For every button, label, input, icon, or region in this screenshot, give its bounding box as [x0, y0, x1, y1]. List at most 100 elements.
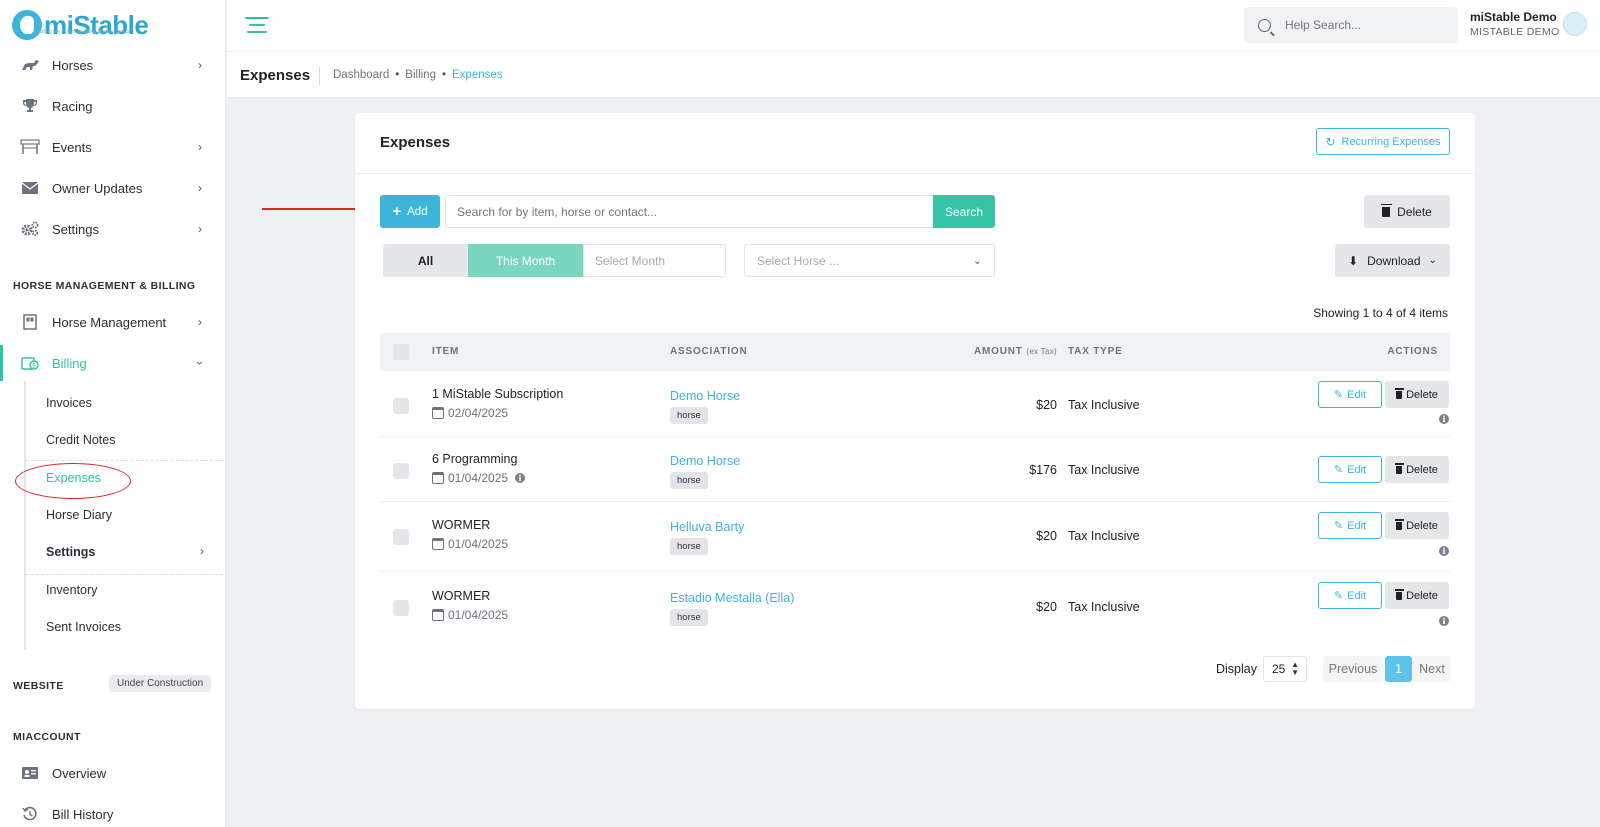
select-horse-dropdown[interactable]: Select Horse ... ⌄	[744, 244, 995, 277]
edit-button[interactable]: ✎ Edit	[1318, 456, 1382, 483]
info-icon[interactable]: i	[515, 473, 526, 483]
top-bar: miStable Demo MISTABLE DEMO	[227, 0, 1600, 52]
expenses-card: Expenses ↻ Recurring Expenses + Add Sear…	[355, 113, 1475, 709]
item-title: 1 MiStable Subscription	[432, 387, 564, 401]
previous-page-button[interactable]: Previous	[1323, 656, 1383, 682]
filter-this-month[interactable]: This Month	[468, 244, 583, 277]
sidebar: miStable Leading the Future, Building Be…	[0, 0, 226, 827]
sidebar-item-owner-updates[interactable]: Owner Updates ›	[0, 170, 225, 206]
download-button[interactable]: ⬇ Download ⌄	[1335, 244, 1450, 277]
date-value: 01/04/2025	[448, 608, 509, 622]
association-tag: horse	[670, 407, 708, 424]
sidebar-item-label: Settings	[52, 221, 99, 237]
amount-header-label: AMOUNT	[974, 346, 1023, 357]
tax-type-value: Tax Inclusive	[1068, 529, 1140, 543]
brand-logo[interactable]: miStable	[12, 10, 149, 40]
edit-label: Edit	[1347, 589, 1367, 602]
edit-icon: ✎	[1333, 520, 1344, 532]
select-month-input[interactable]: Select Month	[583, 244, 726, 277]
item-title: 6 Programming	[432, 452, 518, 466]
section-label-website: WEBSITE	[13, 680, 64, 692]
chevron-right-icon: ›	[200, 544, 204, 558]
breadcrumb-separator: •	[395, 69, 400, 81]
status-badge: Under Construction	[109, 675, 212, 692]
submenu-item-horse-diary[interactable]: Horse Diary	[46, 508, 112, 522]
sidebar-item-overview[interactable]: Overview	[0, 755, 225, 791]
row-checkbox[interactable]	[393, 529, 409, 545]
refresh-icon: ↻	[1325, 134, 1336, 149]
delete-button[interactable]: Delete	[1385, 381, 1449, 408]
sidebar-item-horse-management[interactable]: Horse Management ›	[0, 304, 225, 340]
breadcrumb-dashboard[interactable]: Dashboard	[333, 69, 390, 81]
table-header: ITEM ASSOCIATION AMOUNT (ex Tax) TAX TYP…	[380, 333, 1450, 371]
submenu-item-sent-invoices[interactable]: Sent Invoices	[46, 620, 122, 634]
expense-search-field[interactable]	[445, 195, 934, 228]
row-checkbox[interactable]	[393, 398, 409, 414]
info-icon[interactable]: i	[1439, 546, 1449, 556]
column-header-amount[interactable]: AMOUNT (ex Tax)	[974, 346, 1057, 357]
info-icon[interactable]: i	[1439, 414, 1449, 424]
submenu-item-credit-notes[interactable]: Credit Notes	[46, 433, 116, 447]
amount-value: $20	[1036, 398, 1057, 412]
filter-all[interactable]: All	[383, 244, 468, 277]
brand-tagline: Leading the Future, Building Beyond Limi…	[34, 29, 130, 35]
delete-button[interactable]: Delete	[1385, 512, 1449, 539]
sidebar-item-label: Events	[52, 139, 92, 155]
page-title: Expenses	[240, 67, 311, 84]
info-icon[interactable]: i	[1439, 616, 1449, 626]
row-checkbox[interactable]	[393, 463, 409, 479]
bulk-delete-button[interactable]: Delete	[1364, 195, 1450, 228]
association-tag: horse	[670, 609, 708, 626]
item-date: 01/04/2025	[432, 608, 508, 622]
expense-search-input[interactable]	[457, 204, 917, 219]
trash-icon	[1394, 519, 1404, 530]
submenu-item-inventory[interactable]: Inventory	[46, 583, 98, 597]
horse-logo-icon	[12, 10, 42, 40]
sidebar-item-racing[interactable]: Racing	[0, 88, 225, 124]
edit-button[interactable]: ✎ Edit	[1318, 582, 1382, 609]
user-name[interactable]: miStable Demo	[1470, 10, 1557, 24]
sidebar-item-bill-history[interactable]: Bill History	[0, 796, 225, 827]
column-header-tax-type[interactable]: TAX TYPE	[1068, 346, 1123, 357]
edit-button[interactable]: ✎ Edit	[1318, 381, 1382, 408]
sidebar-item-events[interactable]: Events ›	[0, 129, 225, 165]
avatar[interactable]	[1563, 12, 1587, 36]
page-size-select[interactable]: 25 ▲ ▼	[1263, 656, 1307, 682]
add-expense-button[interactable]: + Add	[380, 195, 440, 228]
sidebar-item-label: Owner Updates	[52, 180, 143, 196]
sidebar-item-settings[interactable]: Settings ›	[0, 211, 225, 247]
column-header-association[interactable]: ASSOCIATION	[670, 346, 748, 357]
delete-button[interactable]: Delete	[1385, 582, 1449, 609]
amount-header-note: (ex Tax)	[1026, 347, 1057, 356]
item-title: WORMER	[432, 518, 491, 532]
breadcrumb-billing[interactable]: Billing	[405, 69, 436, 81]
help-search-input[interactable]	[1285, 18, 1435, 32]
submenu-item-settings[interactable]: Settings	[46, 545, 96, 559]
recurring-expenses-button[interactable]: ↻ Recurring Expenses	[1316, 128, 1450, 155]
sidebar-item-billing[interactable]: $ Billing ›	[0, 345, 225, 381]
column-header-item[interactable]: ITEM	[432, 346, 460, 357]
edit-button[interactable]: ✎ Edit	[1318, 512, 1382, 539]
association-link[interactable]: Demo Horse	[670, 389, 741, 403]
row-checkbox[interactable]	[393, 600, 409, 616]
delete-button[interactable]: Delete	[1385, 456, 1449, 483]
association-link[interactable]: Demo Horse	[670, 454, 741, 468]
select-all-checkbox[interactable]	[393, 344, 409, 360]
trash-icon	[1394, 388, 1404, 399]
sidebar-item-label: Overview	[52, 765, 107, 781]
select-horse-placeholder: Select Horse ...	[757, 253, 840, 268]
page-number-current[interactable]: 1	[1385, 656, 1412, 682]
association-link[interactable]: Helluva Barty	[670, 520, 745, 534]
billing-submenu: Invoices Credit Notes Expenses Horse Dia…	[24, 381, 225, 650]
association-link[interactable]: Estadio Mestalla (Ella)	[670, 591, 795, 605]
menu-toggle-icon[interactable]	[245, 15, 269, 35]
edit-icon: ✎	[1333, 590, 1344, 602]
next-page-button[interactable]: Next	[1413, 656, 1451, 682]
submenu-divider	[26, 574, 225, 575]
sidebar-item-horses[interactable]: Horses ›	[0, 47, 225, 83]
chevron-right-icon: ›	[198, 181, 202, 195]
submenu-item-invoices[interactable]: Invoices	[46, 396, 92, 410]
help-search[interactable]	[1244, 7, 1458, 43]
association-tag: horse	[670, 538, 708, 555]
search-button[interactable]: Search	[933, 195, 995, 228]
